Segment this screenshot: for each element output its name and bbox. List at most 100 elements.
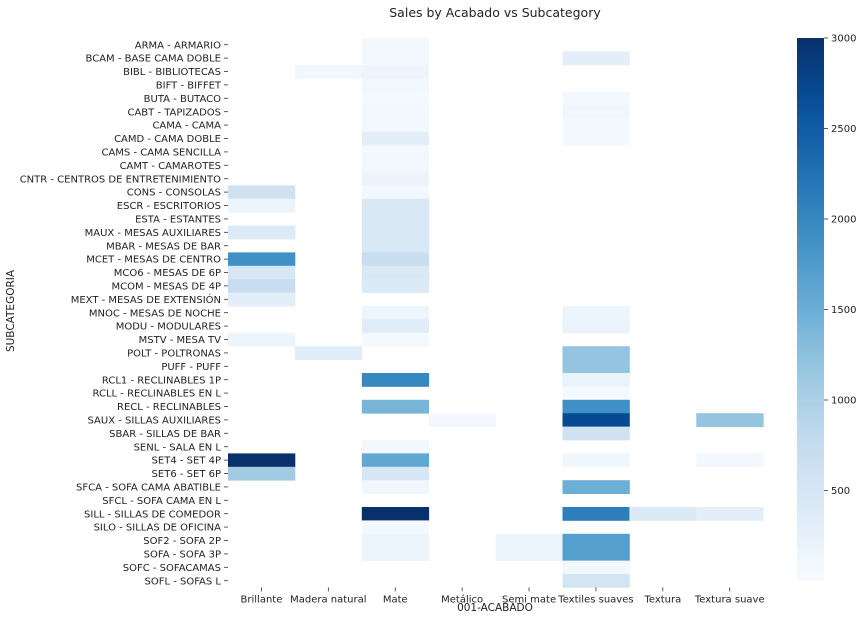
heatmap-cell — [361, 51, 430, 66]
heatmap-cell — [562, 51, 630, 66]
y-tick-label: SAUX - SILLAS AUXILIARES — [88, 416, 221, 427]
y-tick-label: SOFC - SOFACAMAS — [123, 563, 221, 574]
y-tick-label: MSTV - MESA TV — [139, 335, 221, 346]
heatmap-cell — [361, 78, 430, 92]
heatmap-cell — [361, 373, 430, 387]
heatmap-cell — [562, 359, 630, 374]
heatmap-cell — [361, 172, 430, 186]
x-tick-label: Textura suave — [694, 594, 765, 605]
x-axis-label: 001-ACABADO — [457, 602, 533, 614]
heatmap-cell — [562, 373, 630, 387]
y-tick-label: MEXT - MESAS DE EXTENSIÓN — [71, 293, 221, 306]
y-tick-label: SET6 - SET 6P — [152, 469, 221, 480]
x-tick-label: Textiles suaves — [557, 594, 633, 605]
heatmap-cell — [228, 185, 296, 200]
heatmap-cell — [562, 399, 630, 414]
heatmap-cell — [361, 279, 430, 293]
heatmap-cell — [562, 560, 630, 575]
y-tick-label: CAMD - CAMA DOBLE — [114, 134, 221, 145]
x-tick-label: Madera natural — [290, 594, 366, 605]
y-tick-label: RECL - RECLINABLES — [117, 402, 221, 413]
heatmap-cell — [361, 91, 430, 106]
heatmap-cell — [361, 319, 430, 334]
heatmap-cell — [562, 118, 630, 133]
x-axis: Brillante Madera natural Mate Metálico Semi … — [241, 587, 765, 605]
heatmap-cell — [361, 265, 430, 280]
heatmap-cell — [228, 453, 296, 468]
y-tick-label: RCLL - RECLINABLES EN L — [93, 389, 222, 400]
heatmap-cell — [361, 306, 430, 320]
y-tick-label: SOF2 - SOFA 2P — [143, 536, 221, 547]
heatmap-cell — [562, 453, 630, 468]
colorbar-tick-label: 500 — [831, 486, 850, 497]
y-tick-label: POLT - POLTRONAS — [127, 349, 221, 360]
heatmap-cell — [228, 332, 296, 347]
heatmap-cell — [696, 453, 764, 468]
heatmap-cell — [562, 507, 630, 521]
y-tick-label: MBAR - MESAS DE BAR — [106, 241, 221, 252]
heatmap-cell — [228, 292, 296, 307]
y-tick-label: MCO6 - MESAS DE 6P — [114, 268, 221, 279]
y-axis-label: SUBCATEGORIA — [5, 269, 17, 352]
heatmap-cell — [228, 198, 296, 213]
x-tick-label: Metálico — [441, 593, 483, 605]
heatmap-cell — [361, 145, 430, 159]
x-tick-label: Mate — [383, 594, 408, 605]
heatmap-cell — [361, 533, 430, 548]
heatmap-cell — [361, 332, 430, 347]
heatmap-cell — [228, 279, 296, 293]
y-tick-label: ARMA - ARMARIO — [135, 40, 221, 51]
heatmap-cell — [361, 64, 430, 79]
heatmap-cell — [361, 480, 430, 494]
y-tick-label: CONS - CONSOLAS — [127, 188, 221, 199]
colorbar-tick-label: 1500 — [831, 305, 856, 316]
y-tick-label: PUFF - PUFF — [161, 362, 221, 373]
colorbar-tick-label: 2000 — [831, 215, 856, 226]
heatmap-cell — [562, 386, 630, 401]
heatmap-cell — [361, 212, 430, 226]
heatmap-cell — [294, 64, 363, 79]
heatmap-cell — [361, 466, 430, 481]
colorbar: 500 1000 1500 2000 2500 3000 — [797, 34, 856, 581]
y-tick-label: SET4 - SET 4P — [152, 456, 221, 467]
colorbar-tick-label: 2500 — [831, 124, 856, 135]
y-tick-label: MCOM - MESAS DE 4P — [111, 282, 221, 293]
heatmap-cell — [629, 507, 697, 521]
y-axis: ARMA - ARMARIO BCAM - BASE CAMA DOBLE BIBL… — [20, 40, 228, 587]
heatmap-cell — [228, 466, 296, 481]
y-tick-label: BCAM - BASE CAMA DOBLE — [86, 54, 221, 65]
y-tick-label: CAMT - CAMAROTES — [120, 161, 221, 172]
heatmap-cell — [361, 507, 430, 521]
heatmap-cell — [562, 131, 630, 146]
y-tick-label: MAUX - MESAS AUXILIARES — [85, 228, 221, 239]
y-tick-label: SFCL - SOFA CAMA EN L — [102, 496, 221, 507]
heatmap-cell — [495, 547, 563, 561]
y-tick-label: SBAR - SILLAS DE BAR — [109, 429, 221, 440]
heatmap-cell — [361, 38, 430, 52]
y-tick-label: SENL - SALA EN L — [134, 442, 222, 453]
heatmap-cell — [361, 118, 430, 133]
heatmap-cell — [562, 319, 630, 334]
heatmap-cell — [361, 440, 430, 454]
heatmap-cell — [495, 533, 563, 548]
heatmap-cell — [361, 198, 430, 213]
x-tick-label: Brillante — [241, 594, 283, 605]
y-tick-label: CNTR - CENTROS DE ENTRETENIMIENTO — [20, 174, 221, 185]
colorbar-gradient — [797, 38, 824, 581]
y-tick-label: SILO - SILLAS DE OFICINA — [94, 523, 222, 534]
y-tick-label: ESCR - ESCRITORIOS — [117, 201, 221, 212]
heatmap-cell — [361, 453, 430, 468]
heatmap-cell — [562, 533, 630, 548]
y-tick-label: CAMS - CAMA SENCILLA — [101, 148, 221, 159]
y-tick-label: CABT - TAPIZADOS — [127, 107, 221, 118]
y-tick-label: SOFL - SOFAS L — [145, 576, 222, 587]
y-tick-label: CAMA - CAMA — [152, 121, 221, 132]
heatmap-cell — [428, 413, 496, 427]
heatmap-cell — [228, 252, 296, 267]
x-tick-label: Semi mate — [502, 594, 556, 605]
y-tick-label: MCET - MESAS DE CENTRO — [86, 255, 221, 266]
heatmap-cell — [361, 185, 430, 200]
y-tick-label: BIBL - BIBLIOTECAS — [123, 67, 221, 78]
heatmap-cell — [562, 105, 630, 119]
